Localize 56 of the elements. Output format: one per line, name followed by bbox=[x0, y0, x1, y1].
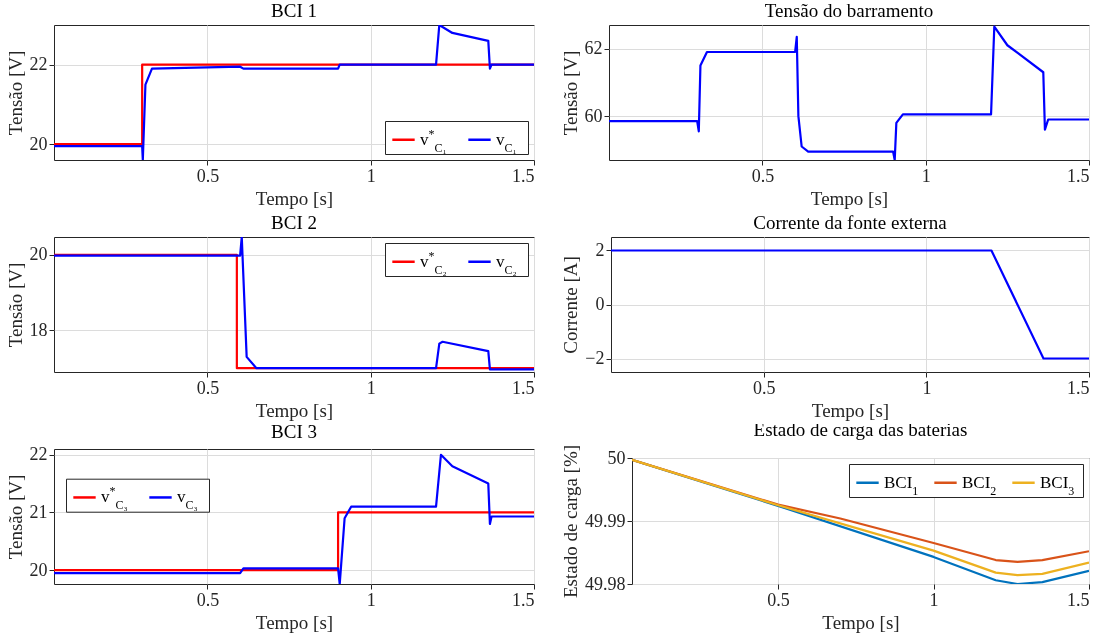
x-tick-label: 1.5 bbox=[1067, 377, 1090, 398]
y-tick-label: 20 bbox=[29, 133, 48, 154]
x-axis-title: Tempo [s] bbox=[822, 611, 900, 633]
y-tick-label: 22 bbox=[29, 444, 48, 465]
x-tick-label: 1.5 bbox=[512, 589, 535, 610]
x-tick-label: 1 bbox=[366, 589, 376, 610]
x-tick-label: 1.5 bbox=[1067, 589, 1090, 610]
x-tick-label: 0.5 bbox=[753, 377, 776, 398]
x-tick-label: 1 bbox=[921, 165, 931, 186]
legend-label: BCI$_{3}$ bbox=[1040, 472, 1075, 498]
y-tick-label: 18 bbox=[29, 319, 48, 340]
x-axis-title: Tempo [s] bbox=[255, 611, 334, 633]
chart-title: BCI 1 bbox=[271, 0, 317, 21]
y-tick-label: 50 bbox=[607, 447, 626, 468]
y-tick-label: 21 bbox=[29, 501, 48, 522]
x-tick-label: 1 bbox=[929, 589, 939, 610]
x-tick-label: 1.5 bbox=[1067, 165, 1090, 186]
y-axis-title: Tensão [V] bbox=[4, 50, 26, 136]
x-tick-label: 0.5 bbox=[767, 589, 790, 610]
x-tick-label: 1 bbox=[366, 165, 376, 186]
x-tick-label: 0.5 bbox=[751, 165, 775, 186]
x-axis-title: Tempo [s] bbox=[255, 187, 334, 209]
y-tick-label: 20 bbox=[29, 244, 48, 265]
chart-title: Corrente da fonte externa bbox=[753, 212, 948, 233]
x-axis-title: Tempo [s] bbox=[811, 399, 890, 421]
x-tick-label: 0.5 bbox=[196, 589, 220, 610]
y-tick-label: 22 bbox=[29, 54, 48, 75]
y-tick-label: 0 bbox=[595, 294, 605, 314]
y-axis-title: Tensão [V] bbox=[559, 50, 581, 136]
y-tick-label: 2 bbox=[595, 240, 605, 260]
legend-label: BCI$_{2}$ bbox=[962, 472, 997, 498]
x-tick-label: 1 bbox=[922, 377, 932, 398]
y-tick-label: 49.98 bbox=[585, 573, 626, 594]
y-tick-label: 49.99 bbox=[585, 510, 626, 531]
legend-label: v$_{C₃}$ bbox=[177, 487, 198, 513]
x-axis-title: Tempo [s] bbox=[810, 187, 889, 209]
x-tick-label: 0.5 bbox=[196, 165, 220, 186]
y-tick-label: 20 bbox=[29, 559, 48, 580]
legend-label: v$_{C₁}$ bbox=[496, 129, 517, 155]
chart-title: BCI 2 bbox=[271, 212, 317, 233]
y-axis-title: Estado de carga [%] bbox=[560, 444, 581, 599]
x-tick-label: 1 bbox=[366, 377, 376, 398]
y-axis-title: Tensão [V] bbox=[4, 262, 26, 348]
x-tick-label: 0.5 bbox=[196, 377, 220, 398]
chart-title: BCI 3 bbox=[271, 420, 317, 442]
legend-label: BCI$_{1}$ bbox=[884, 472, 919, 498]
x-tick-label: 1.5 bbox=[512, 377, 535, 398]
y-axis-title: Corrente [A] bbox=[560, 256, 582, 354]
legend-label: v$_{C₂}$ bbox=[496, 251, 517, 277]
y-tick-label: 60 bbox=[584, 105, 603, 126]
x-axis-title: Tempo [s] bbox=[255, 399, 334, 421]
x-tick-label: 1.5 bbox=[512, 165, 535, 186]
chart-title: Tensão do barramento bbox=[764, 0, 934, 21]
y-tick-label: −2 bbox=[585, 348, 605, 368]
y-tick-label: 62 bbox=[584, 38, 603, 59]
y-axis-title: Tensão [V] bbox=[4, 474, 26, 560]
